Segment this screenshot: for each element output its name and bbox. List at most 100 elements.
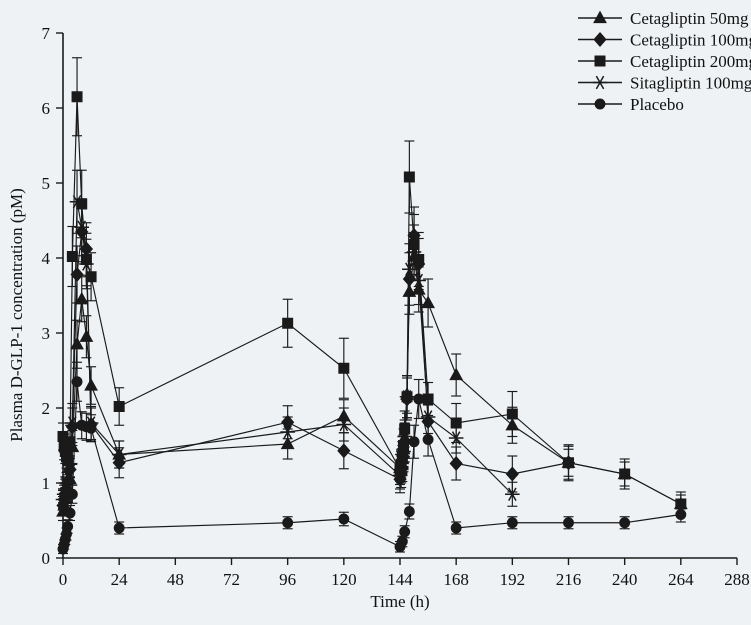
star-marker — [280, 425, 295, 439]
circle-marker — [338, 513, 350, 525]
star-marker — [79, 257, 94, 271]
circle-marker — [675, 509, 687, 520]
x-axis-tick-label: 48 — [167, 570, 184, 589]
x-axis-tick-label: 288 — [724, 570, 750, 589]
x-axis-tick-label: 264 — [668, 570, 694, 589]
star-marker — [397, 429, 412, 444]
circle-marker — [413, 393, 425, 405]
y-axis-tick-label: 5 — [42, 174, 51, 193]
legend-label: Cetagliptin 100mg — [630, 31, 751, 50]
circle-marker — [403, 506, 415, 517]
series-layer — [55, 57, 688, 555]
circle-marker — [85, 422, 97, 434]
series-star — [55, 169, 520, 510]
legend-item-triangle[interactable]: Cetagliptin 50mg — [578, 9, 749, 28]
star-marker — [69, 195, 85, 209]
triangle-marker — [593, 10, 607, 24]
circle-marker — [62, 521, 74, 532]
legend-item-diamond[interactable]: Cetagliptin 100mg — [578, 31, 751, 50]
y-axis-tick-label: 3 — [42, 324, 51, 343]
square-marker — [64, 436, 76, 448]
y-axis-tick-label: 7 — [42, 24, 51, 43]
diamond-marker — [593, 31, 607, 48]
circle-marker — [399, 526, 411, 538]
star-marker — [406, 245, 422, 259]
y-axis-tick-label: 1 — [42, 474, 51, 493]
triangle-marker — [84, 378, 98, 391]
diamond-marker — [337, 443, 351, 459]
star-marker — [74, 220, 90, 234]
circle-marker — [408, 436, 420, 448]
circle-marker — [563, 517, 574, 529]
circle-marker — [619, 517, 631, 529]
y-axis-tick-label: 0 — [42, 549, 51, 568]
x-axis-tick-label: 72 — [223, 570, 240, 589]
legend-label: Cetagliptin 50mg — [630, 9, 749, 28]
x-axis-tick-label: 192 — [500, 570, 526, 589]
legend-label: Placebo — [630, 95, 684, 114]
x-axis-tick-label: 168 — [443, 570, 469, 589]
x-axis-tick-label: 144 — [387, 570, 413, 589]
legend-label: Sitagliptin 100mg — [630, 74, 751, 93]
star-marker — [448, 431, 464, 445]
square-marker — [282, 317, 294, 329]
square-marker — [403, 171, 415, 183]
square-marker — [71, 91, 83, 103]
star-marker — [592, 75, 608, 90]
square-marker — [506, 408, 518, 420]
square-marker — [85, 271, 97, 283]
square-marker — [594, 55, 606, 67]
square-marker — [563, 457, 574, 469]
triangle-marker — [79, 329, 94, 342]
diamond-marker — [449, 455, 463, 472]
square-marker — [619, 468, 631, 480]
circle-marker — [396, 536, 408, 547]
star-marker — [396, 444, 411, 459]
square-marker — [338, 362, 350, 374]
star-marker — [62, 457, 78, 471]
legend-item-star[interactable]: Sitagliptin 100mg — [578, 74, 751, 93]
square-marker — [66, 251, 78, 262]
x-axis-tick-label: 96 — [279, 570, 296, 589]
circle-marker — [450, 522, 462, 534]
x-axis-tick-label: 120 — [331, 570, 357, 589]
star-marker — [411, 273, 427, 288]
y-axis-tick-label: 2 — [42, 399, 51, 418]
y-axis-title: Plasma D-GLP-1 concentration (pM) — [7, 188, 26, 442]
star-marker — [399, 390, 415, 404]
legend-item-circle[interactable]: Placebo — [578, 95, 684, 114]
y-axis-tick-label: 6 — [42, 99, 51, 118]
circle-marker — [66, 488, 78, 500]
series-circle — [57, 361, 687, 555]
circle-marker — [422, 434, 434, 445]
diamond-marker — [70, 266, 84, 283]
triangle-marker — [421, 295, 435, 309]
chart-legend: Cetagliptin 50mg Cetagliptin 100mg Cetagli… — [578, 9, 751, 114]
axes: 0 24 48 72 96 120 144 168 192 216 240 264 288 0 1 2 3 4 5 6… — [42, 24, 750, 589]
star-marker — [402, 262, 417, 276]
diamond-marker — [505, 466, 519, 482]
circle-marker — [71, 376, 83, 388]
circle-marker — [282, 517, 294, 529]
star-marker — [111, 447, 127, 462]
x-axis-tick-label: 0 — [59, 570, 68, 589]
x-axis-tick-label: 216 — [556, 570, 582, 589]
y-axis-tick-label: 4 — [42, 249, 51, 268]
triangle-marker — [74, 291, 89, 305]
star-marker — [336, 417, 352, 432]
x-axis-tick-label: 24 — [111, 570, 129, 589]
legend-label: Cetagliptin 200mg — [630, 52, 751, 71]
star-marker — [505, 487, 520, 501]
circle-marker — [594, 98, 606, 110]
circle-marker — [64, 507, 76, 519]
x-axis-tick-label: 240 — [612, 570, 638, 589]
x-axis-title: Time (h) — [370, 592, 429, 611]
square-marker — [113, 401, 125, 412]
circle-marker — [113, 522, 125, 534]
triangle-marker — [449, 367, 464, 381]
legend-item-square[interactable]: Cetagliptin 200mg — [578, 52, 751, 71]
circle-marker — [506, 517, 518, 529]
